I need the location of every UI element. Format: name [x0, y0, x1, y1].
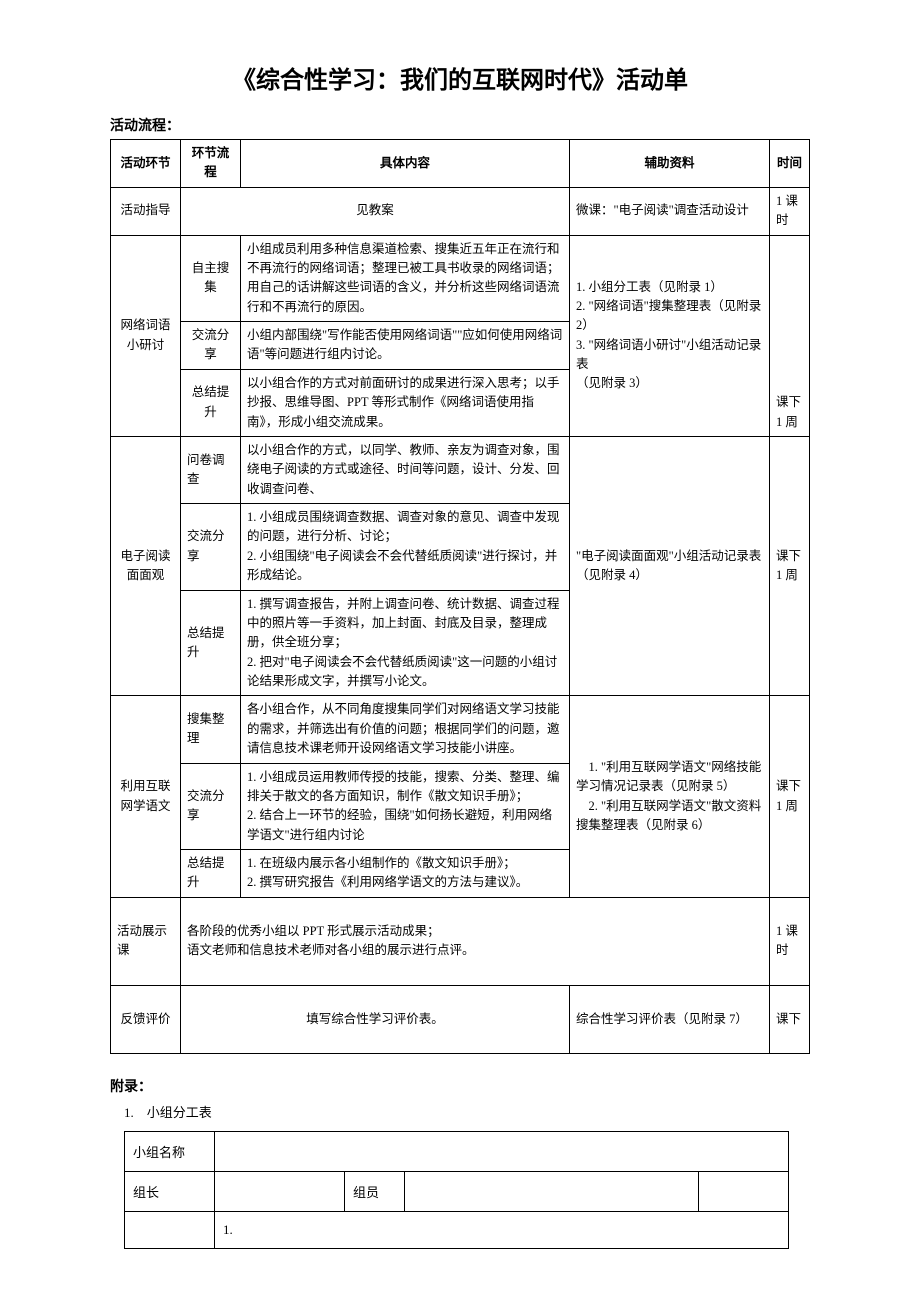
read-step1: 问卷调查: [181, 436, 241, 503]
apx1-blank: [699, 1171, 789, 1211]
apx1-group-name-label: 小组名称: [125, 1131, 215, 1171]
read-step3: 总结提升: [181, 590, 241, 696]
net-step3: 总结提升: [181, 850, 241, 898]
row-net-1: 利用互联网学语文 搜集整理 各小组合作，从不同角度搜集同学们对网络语文学习技能的…: [111, 696, 810, 763]
show-detail: 各阶段的优秀小组以 PPT 形式展示活动成果； 语文老师和信息技术老师对各小组的…: [181, 897, 770, 985]
appendix-label: 附录：: [110, 1076, 810, 1096]
row-show: 活动展示课 各阶段的优秀小组以 PPT 形式展示活动成果； 语文老师和信息技术老…: [111, 897, 810, 985]
table-header-row: 活动环节 环节流程 具体内容 辅助资料 时间: [111, 140, 810, 188]
fb-aux: 综合性学习评价表（见附录 7）: [570, 985, 770, 1053]
read-det2: 1. 小组成员围绕调查数据、调查对象的意见、调查中发现的问题，进行分析、讨论； …: [241, 504, 570, 591]
show-phase: 活动展示课: [111, 897, 181, 985]
page-title: 《综合性学习：我们的互联网时代》活动单: [110, 60, 810, 95]
vocab-step2: 交流分享: [181, 322, 241, 370]
net-det2: 1. 小组成员运用教师传授的技能，搜索、分类、整理、编排关于散文的各方面知识，制…: [241, 763, 570, 850]
read-det3: 1. 撰写调查报告，并附上调查问卷、统计数据、调查过程中的照片等一手资料，加上封…: [241, 590, 570, 696]
hdr-time: 时间: [770, 140, 810, 188]
net-step2: 交流分享: [181, 763, 241, 850]
apx1-r3c1: [125, 1211, 215, 1248]
net-det1: 各小组合作，从不同角度搜集同学们对网络语文学习技能的需求，并筛选出有价值的问题；…: [241, 696, 570, 763]
vocab-step1: 自主搜集: [181, 235, 241, 322]
net-aux: 1. "利用互联网学语文"网络技能学习情况记录表（见附录 5） 2. "利用互联…: [570, 696, 770, 897]
vocab-det2: 小组内部围绕"写作能否使用网络词语""应如何使用网络词语"等问题进行组内讨论。: [241, 322, 570, 370]
guide-time: 1 课时: [770, 187, 810, 235]
read-aux: "电子阅读面面观"小组活动记录表（见附录 4）: [570, 436, 770, 696]
vocab-phase: 网络词语小研讨: [111, 235, 181, 436]
apx1-leader-label: 组长: [125, 1171, 215, 1211]
apx1-leader-val: [215, 1171, 345, 1211]
row-feedback: 反馈评价 填写综合性学习评价表。 综合性学习评价表（见附录 7） 课下: [111, 985, 810, 1053]
show-time: 1 课时: [770, 897, 810, 985]
net-phase: 利用互联网学语文: [111, 696, 181, 897]
guide-phase: 活动指导: [111, 187, 181, 235]
apx1-members-val: [405, 1171, 699, 1211]
hdr-step: 环节流程: [181, 140, 241, 188]
appendix-1-table: 小组名称 组长 组员 1.: [124, 1131, 789, 1249]
apx1-row1: 小组名称: [125, 1131, 789, 1171]
guide-detail: 见教案: [181, 187, 570, 235]
apx1-row3: 1.: [125, 1211, 789, 1248]
fb-time: 课下: [770, 985, 810, 1053]
apx1-row2: 组长 组员: [125, 1171, 789, 1211]
read-det1: 以小组合作的方式，以同学、教师、亲友为调查对象，围绕电子阅读的方式或途径、时间等…: [241, 436, 570, 503]
net-time: 课下 1 周: [770, 696, 810, 897]
apx1-members-label: 组员: [345, 1171, 405, 1211]
vocab-time: 课下 1 周: [770, 235, 810, 436]
vocab-det1: 小组成员利用多种信息渠道检索、搜集近五年正在流行和不再流行的网络词语；整理已被工…: [241, 235, 570, 322]
fb-detail: 填写综合性学习评价表。: [181, 985, 570, 1053]
read-time: 课下 1 周: [770, 436, 810, 696]
row-vocab-1: 网络词语小研讨 自主搜集 小组成员利用多种信息渠道检索、搜集近五年正在流行和不再…: [111, 235, 810, 322]
hdr-phase: 活动环节: [111, 140, 181, 188]
apx1-r3c2: 1.: [215, 1211, 789, 1248]
appendix-1-title: 1. 小组分工表: [124, 1102, 810, 1121]
vocab-det3: 以小组合作的方式对前面研讨的成果进行深入思考；以手抄报、思维导图、PPT 等形式…: [241, 369, 570, 436]
read-step2: 交流分享: [181, 504, 241, 591]
vocab-aux: 1. 小组分工表（见附录 1） 2. "网络词语"搜集整理表（见附录 2） 3.…: [570, 235, 770, 436]
flow-label: 活动流程：: [110, 115, 810, 135]
net-step1: 搜集整理: [181, 696, 241, 763]
hdr-aux: 辅助资料: [570, 140, 770, 188]
row-guide: 活动指导 见教案 微课："电子阅读"调查活动设计 1 课时: [111, 187, 810, 235]
read-phase: 电子阅读面面观: [111, 436, 181, 696]
guide-aux: 微课："电子阅读"调查活动设计: [570, 187, 770, 235]
hdr-detail: 具体内容: [241, 140, 570, 188]
vocab-step3: 总结提升: [181, 369, 241, 436]
row-read-1: 电子阅读面面观 问卷调查 以小组合作的方式，以同学、教师、亲友为调查对象，围绕电…: [111, 436, 810, 503]
flow-table: 活动环节 环节流程 具体内容 辅助资料 时间 活动指导 见教案 微课："电子阅读…: [110, 139, 810, 1054]
apx1-group-name-val: [215, 1131, 789, 1171]
fb-phase: 反馈评价: [111, 985, 181, 1053]
net-det3: 1. 在班级内展示各小组制作的《散文知识手册》； 2. 撰写研究报告《利用网络学…: [241, 850, 570, 898]
